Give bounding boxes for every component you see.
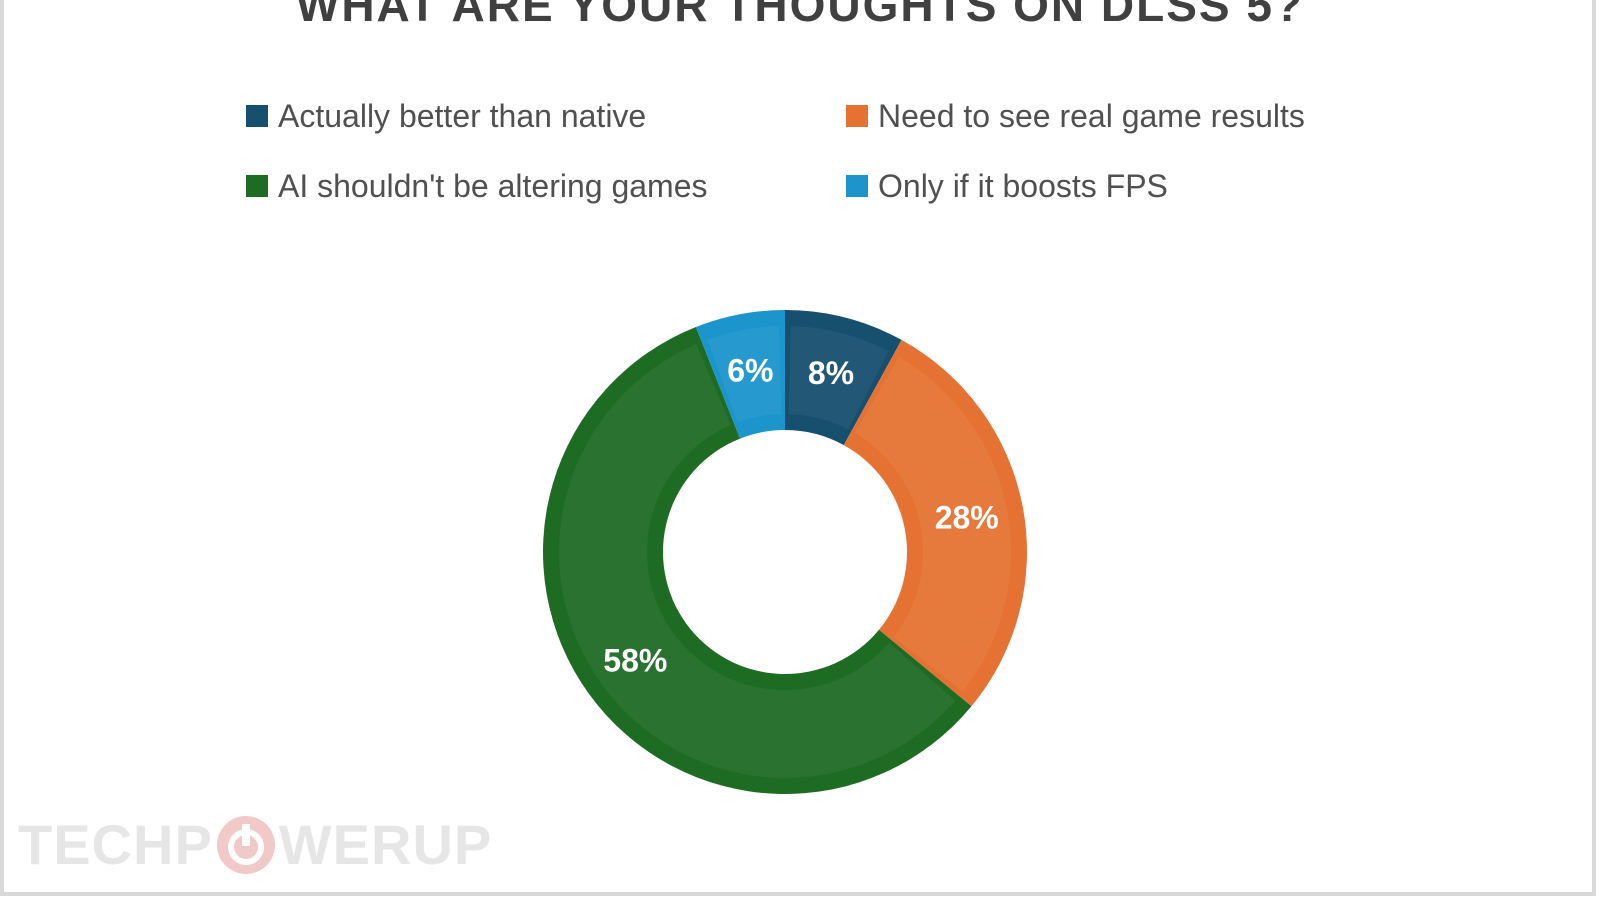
- slice-boosts-fps: [695, 310, 785, 439]
- slice-ai-altering-games: [542, 326, 972, 795]
- legend-label: Need to see real game results: [878, 97, 1305, 134]
- chart-legend: Actually better than native Need to see …: [246, 96, 1396, 246]
- slice-real-game-results: [843, 339, 1027, 707]
- slice-label-boosts-fps: 6%: [727, 352, 773, 388]
- legend-swatch: [246, 175, 268, 197]
- legend-swatch: [846, 105, 868, 127]
- legend-item-real-game-results: Need to see real game results: [846, 96, 1305, 136]
- slice-label-real-game-results: 28%: [935, 499, 999, 535]
- legend-label: AI shouldn't be altering games: [278, 167, 708, 204]
- slice-boosts-fps-highlight: [707, 326, 782, 423]
- legend-swatch: [846, 175, 868, 197]
- legend-swatch: [246, 105, 268, 127]
- legend-item-better-than-native: Actually better than native: [246, 96, 646, 136]
- watermark-text-left: TECHP: [18, 813, 213, 876]
- slice-real-game-results-highlight: [854, 356, 1011, 692]
- slice-better-than-native-highlight: [788, 326, 889, 430]
- slice-label-ai-altering-games: 58%: [603, 643, 667, 679]
- legend-label: Actually better than native: [278, 97, 647, 134]
- techpowerup-watermark: TECHP WERUP: [18, 812, 492, 877]
- slice-better-than-native: [785, 310, 902, 446]
- slice-label-better-than-native: 8%: [808, 355, 854, 391]
- power-icon: [215, 814, 277, 876]
- slice-ai-altering-games-highlight: [559, 344, 956, 778]
- watermark-text-right: WERUP: [278, 813, 493, 876]
- legend-label: Only if it boosts FPS: [878, 167, 1168, 204]
- chart-title: WHAT ARE YOUR THOUGHTS ON DLSS 5?: [295, 0, 1305, 31]
- legend-item-ai-altering-games: AI shouldn't be altering games: [246, 166, 707, 206]
- legend-item-boosts-fps: Only if it boosts FPS: [846, 166, 1168, 206]
